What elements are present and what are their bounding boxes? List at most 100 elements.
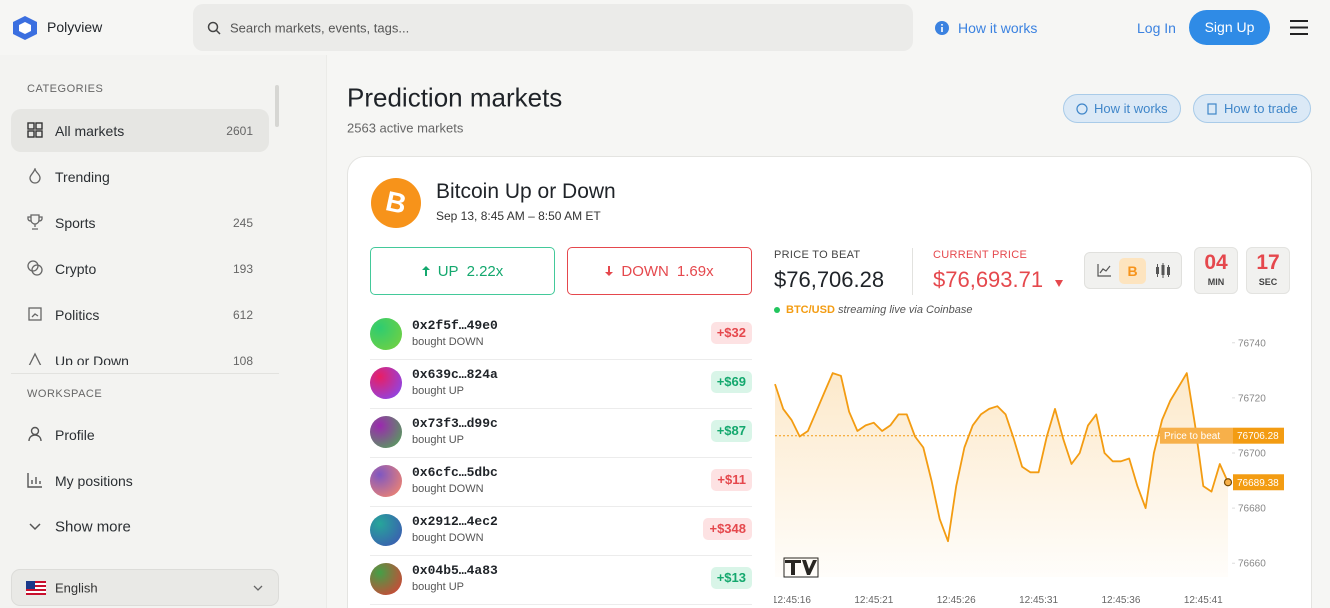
label: Sports — [55, 214, 96, 231]
trade-row: 0x6cfc…5dbc bought DOWN +$11 — [370, 457, 752, 507]
action: bought UP — [412, 434, 464, 446]
avatar — [370, 318, 402, 350]
show-more[interactable]: Show more — [11, 505, 269, 548]
category-item[interactable]: Sports 245 — [11, 201, 269, 244]
count: 612 — [232, 307, 253, 322]
source: streaming live via Coinbase — [838, 304, 973, 316]
y-tick-label: 76740 — [1238, 338, 1266, 349]
reference-label: Price to beat — [1164, 431, 1220, 442]
down-label: DOWN — [621, 262, 669, 280]
bitcoin-mode[interactable]: B — [1119, 258, 1146, 284]
count: 108 — [232, 353, 253, 366]
price-chart: 12:45:16 12:45:21 12:45:26 12:45:31 12:45:36… — [772, 338, 1284, 606]
pnl: +$69 — [710, 371, 752, 393]
avatar — [370, 514, 402, 546]
up-label: UP — [437, 262, 459, 280]
y-tick-label: 76680 — [1238, 504, 1266, 515]
trader: 0x6cfc…5dbc — [412, 465, 498, 480]
x-tick-label: 12:45:26 — [937, 595, 976, 606]
reference-tag — [1160, 427, 1233, 444]
how-it-works-link[interactable]: How it works — [958, 20, 1038, 36]
current-value: 76689.38 — [1237, 478, 1279, 489]
icon — [28, 426, 42, 442]
icon — [27, 214, 43, 230]
area-fill — [775, 373, 1228, 577]
trader: 0x73f3…d99c — [412, 416, 498, 431]
header: Polyview Search markets, events, tags...… — [0, 0, 1330, 55]
pnl: +$32 — [710, 322, 752, 344]
x-tick-label: 12:45:16 — [772, 595, 811, 606]
count: 193 — [232, 261, 253, 276]
reference-value: 76706.28 — [1237, 431, 1279, 442]
icon — [1207, 102, 1217, 115]
language-select[interactable]: English — [11, 569, 279, 606]
action: bought UP — [412, 385, 464, 397]
y-tick-label: 76700 — [1238, 449, 1266, 460]
x-tick-label: 12:45:31 — [1019, 595, 1058, 606]
pnl: +$11 — [711, 469, 752, 491]
countdown-minutes: 04 MIN — [1194, 247, 1238, 294]
trade-row: 0x2f5f…49e0 bought DOWN +$32 — [370, 310, 752, 360]
label: Up or Down — [55, 352, 129, 366]
icon — [27, 260, 43, 276]
workspace-item[interactable]: Profile — [11, 413, 269, 456]
icon — [27, 122, 43, 138]
divider — [912, 248, 913, 295]
icon — [29, 523, 41, 531]
category-item[interactable]: Crypto 193 — [11, 247, 269, 290]
avatar — [370, 367, 402, 399]
current-point — [1223, 478, 1233, 487]
down-indicator — [1055, 280, 1063, 287]
minutes: 04 — [1204, 251, 1228, 274]
icon — [27, 473, 42, 488]
reference-value-tag — [1233, 427, 1284, 444]
price-line — [774, 372, 1229, 543]
label: How it works — [1094, 101, 1168, 116]
category-item[interactable]: Up or Down 108 — [11, 339, 269, 365]
y-tick-label: 76660 — [1238, 559, 1266, 570]
candle-mode[interactable] — [1155, 263, 1171, 278]
menu-button[interactable] — [1290, 20, 1308, 35]
price-to-beat-label: PRICE TO BEAT — [774, 249, 861, 261]
chevron — [253, 585, 263, 591]
category-item[interactable]: Trending — [11, 155, 269, 198]
y-tick-label: 76720 — [1238, 393, 1266, 404]
search-box[interactable]: Search markets, events, tags... — [193, 4, 913, 51]
pnl: +$348 — [703, 518, 752, 540]
label: Trending — [55, 168, 110, 185]
workspace-item[interactable]: My positions — [11, 459, 269, 502]
current-value-tag — [1233, 474, 1284, 491]
pnl: +$87 — [710, 420, 752, 442]
arrow — [421, 266, 430, 276]
trade-row: 0x2912…4ec2 bought DOWN +$348 — [370, 506, 752, 556]
avatar — [370, 563, 402, 595]
label: Show more — [55, 518, 131, 535]
label: All markets — [55, 122, 125, 139]
pnl: +$13 — [710, 567, 752, 589]
market-time: Sep 13, 8:45 AM – 8:50 AM ET — [436, 209, 601, 223]
language: English — [55, 580, 98, 596]
line-mode[interactable] — [1097, 264, 1111, 277]
down-button[interactable]: DOWN 1.69x — [567, 247, 752, 295]
how-to-trade-button[interactable]: How to trade — [1193, 94, 1311, 123]
countdown-seconds: 17 SEC — [1246, 247, 1290, 294]
category-item[interactable]: All markets 2601 — [11, 109, 269, 152]
category-item[interactable]: Politics 612 — [11, 293, 269, 336]
label: Politics — [55, 306, 100, 323]
label: Profile — [55, 426, 95, 443]
sign-up[interactable]: Sign Up — [1189, 10, 1270, 45]
action: bought DOWN — [412, 532, 484, 544]
current-price-label: CURRENT PRICE — [933, 249, 1028, 261]
up-button[interactable]: UP 2.22x — [370, 247, 555, 295]
category-list: All markets 2601 Trending Sports 245 Crypto 19… — [0, 105, 280, 365]
how-it-works-button[interactable]: How it works — [1063, 94, 1181, 123]
scrollbar — [275, 85, 279, 127]
search-placeholder: Search markets, events, tags... — [230, 20, 410, 36]
x-tick-label: 12:45:36 — [1101, 595, 1140, 606]
label: How to trade — [1224, 101, 1298, 116]
sidebar: CATEGORIES All markets 2601 Trending Sports… — [0, 55, 327, 608]
log-in[interactable]: Log In — [1137, 20, 1176, 36]
avatar — [370, 465, 402, 497]
avatar — [370, 416, 402, 448]
